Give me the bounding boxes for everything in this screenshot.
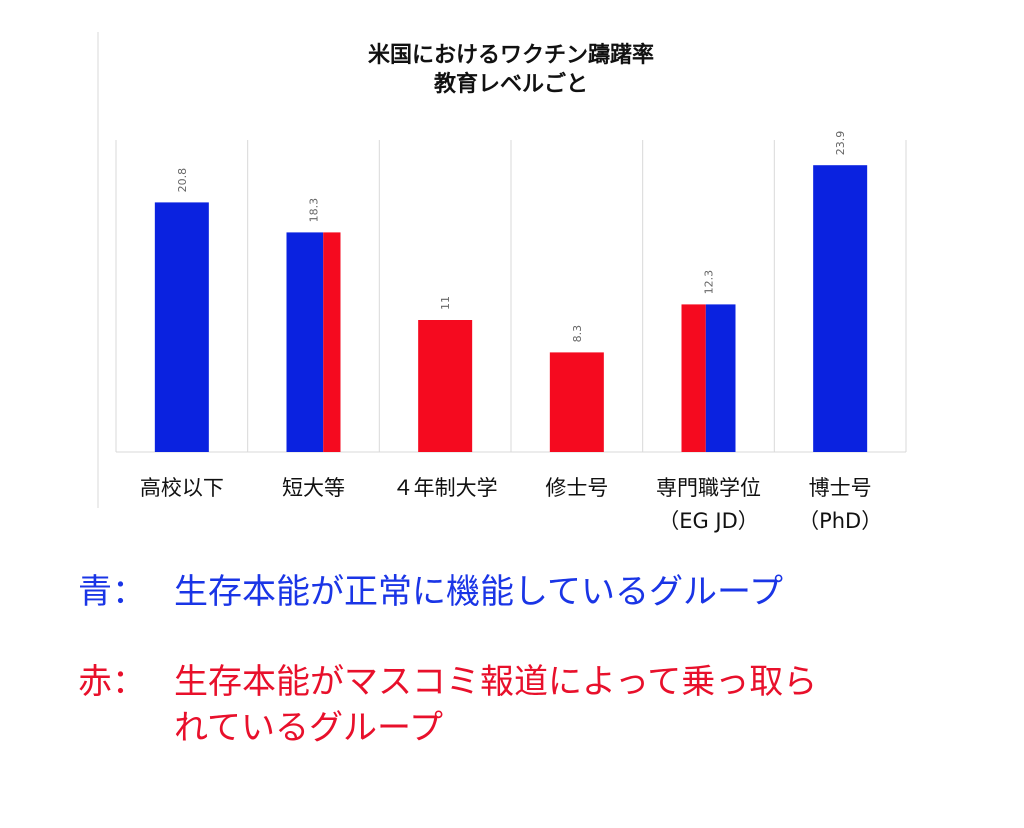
legend-red-text-line1: 生存本能がマスコミ報道によって乗っ取ら	[174, 662, 818, 702]
bar-5-segment-2	[705, 304, 736, 452]
category-label-3: ４年制大学	[393, 476, 498, 500]
value-label-5: 12.3	[703, 270, 716, 295]
category-label-1: 高校以下	[140, 476, 224, 500]
value-label-3: 11	[439, 296, 452, 310]
legend-red-text-line2: れているグループ	[174, 708, 443, 748]
bar-6	[813, 165, 868, 452]
value-label-4: 8.3	[571, 325, 584, 343]
category-label-4: 修士号	[545, 476, 608, 500]
category-label-6-line-2: （PhD）	[798, 509, 882, 533]
value-label-1: 20.8	[176, 168, 189, 193]
category-label-5: 専門職学位	[656, 476, 761, 500]
chart-title-line-1: 米国におけるワクチン躊躇率	[368, 42, 654, 68]
legend-blue-key: 青：	[78, 572, 146, 612]
value-label-6: 23.9	[834, 131, 847, 156]
bar-5-segment-1	[681, 304, 706, 452]
legend-red-key: 赤：	[78, 662, 146, 702]
bar-2-segment-1	[286, 232, 324, 452]
category-label-2: 短大等	[282, 476, 345, 500]
legend-red: 赤： 生存本能がマスコミ報道によって乗っ取ら	[78, 662, 817, 702]
legend-blue: 青： 生存本能が正常に機能しているグループ	[78, 572, 783, 612]
legend-blue-text: 生存本能が正常に機能しているグループ	[174, 572, 783, 612]
chart-panel: 米国におけるワクチン躊躇率 教育レベルごと 20.8 高校以下 18.3 短大等 11 ４年制…	[96, 30, 926, 540]
category-label-5-line-2: （EG JD）	[658, 509, 759, 533]
value-label-2: 18.3	[308, 198, 321, 223]
category-label-6: 博士号	[809, 476, 872, 500]
legend-red-line2: れているグループ	[174, 708, 443, 748]
bar-1	[154, 202, 209, 452]
bar-3	[418, 320, 473, 452]
bar-2-segment-2	[323, 232, 341, 452]
chart-title-line-2: 教育レベルごと	[434, 71, 588, 97]
bar-4	[549, 352, 604, 452]
